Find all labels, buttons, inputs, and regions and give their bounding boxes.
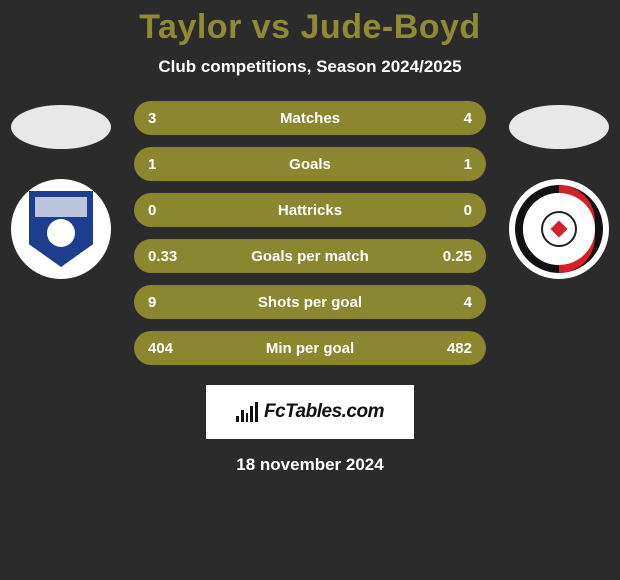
stat-value-right: 4 [422, 110, 472, 127]
club-badge-left [11, 179, 111, 279]
shield-icon [29, 191, 93, 267]
stat-value-left: 9 [148, 294, 198, 311]
season-subtitle: Club competitions, Season 2024/2025 [0, 57, 620, 77]
stat-value-left: 0 [148, 202, 198, 219]
player-right-col [504, 101, 614, 279]
stat-value-right: 1 [422, 156, 472, 173]
stat-value-right: 482 [422, 340, 472, 357]
club-badge-right [509, 179, 609, 279]
stat-label: Goals per match [198, 248, 422, 265]
infographic-container: Taylor vs Jude-Boyd Club competitions, S… [0, 0, 620, 475]
date-line: 18 november 2024 [0, 455, 620, 475]
stat-row: 1Goals1 [134, 147, 486, 181]
stat-label: Hattricks [198, 202, 422, 219]
stat-row: 3Matches4 [134, 101, 486, 135]
player-right-silhouette [509, 105, 609, 149]
stat-row: 9Shots per goal4 [134, 285, 486, 319]
player-left-col [6, 101, 116, 279]
comparison-title: Taylor vs Jude-Boyd [0, 8, 620, 47]
stat-value-right: 0.25 [422, 248, 472, 265]
main-row: 3Matches41Goals10Hattricks00.33Goals per… [0, 101, 620, 365]
stat-value-left: 0.33 [148, 248, 198, 265]
stat-value-left: 3 [148, 110, 198, 127]
ball-icon [541, 211, 577, 247]
stat-label: Shots per goal [198, 294, 422, 311]
source-text: FcTables.com [264, 401, 384, 423]
stat-label: Goals [198, 156, 422, 173]
stat-value-left: 1 [148, 156, 198, 173]
stat-value-left: 404 [148, 340, 198, 357]
stat-label: Min per goal [198, 340, 422, 357]
chart-bars-icon [236, 402, 258, 422]
stat-row: 0Hattricks0 [134, 193, 486, 227]
stat-row: 404Min per goal482 [134, 331, 486, 365]
stat-row: 0.33Goals per match0.25 [134, 239, 486, 273]
stat-value-right: 0 [422, 202, 472, 219]
stat-value-right: 4 [422, 294, 472, 311]
stats-column: 3Matches41Goals10Hattricks00.33Goals per… [116, 101, 504, 365]
stat-label: Matches [198, 110, 422, 127]
player-left-silhouette [11, 105, 111, 149]
source-badge: FcTables.com [206, 385, 414, 439]
